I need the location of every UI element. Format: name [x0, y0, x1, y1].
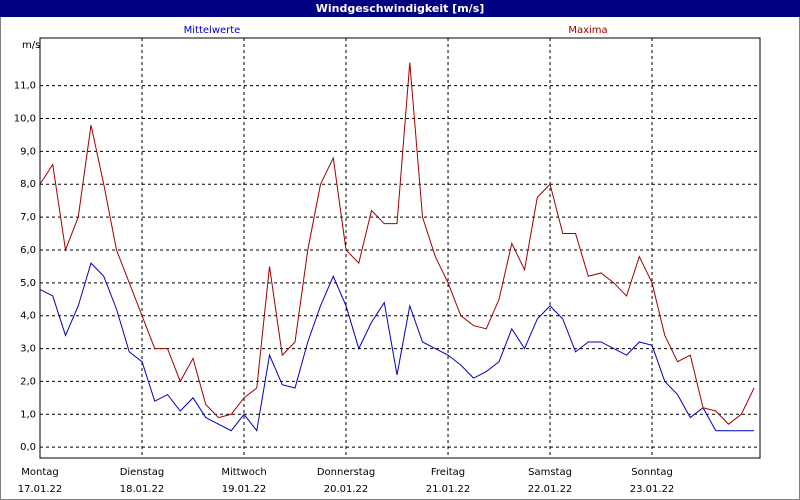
series-line [39, 62, 755, 425]
x-tick-date: 20.01.22 [324, 484, 369, 495]
x-tick-label: Dienstag [120, 467, 165, 478]
x-tick-date: 17.01.22 [18, 484, 63, 495]
x-tick-date: 23.01.22 [630, 484, 675, 495]
x-tick-label: Sonntag [631, 467, 673, 478]
y-tick-label: 4,0 [20, 311, 36, 322]
x-tick-label: Mittwoch [221, 467, 266, 478]
y-tick-label: 1,0 [20, 409, 36, 420]
x-tick-date: 22.01.22 [528, 484, 573, 495]
y-tick-label: 3,0 [20, 344, 36, 355]
y-tick-label: 6,0 [20, 245, 36, 256]
title-bar [0, 0, 800, 17]
series-line [39, 262, 755, 432]
x-tick-label: Donnerstag [317, 467, 375, 478]
y-tick-label: 8,0 [20, 179, 36, 190]
y-unit: m/s [22, 40, 40, 51]
y-tick-label: 10,0 [14, 114, 36, 125]
y-tick-label: 0,0 [20, 442, 36, 453]
x-tick-label: Montag [21, 467, 58, 478]
x-tick-date: 21.01.22 [426, 484, 471, 495]
chart-title: Windgeschwindigkeit [m/s] [316, 2, 485, 15]
y-tick-label: 7,0 [20, 212, 36, 223]
y-tick-label: 2,0 [20, 376, 36, 387]
plot-frame [39, 37, 761, 459]
legend-label: Maxima [568, 25, 607, 36]
x-tick-date: 18.01.22 [120, 484, 165, 495]
y-tick-label: 11,0 [14, 81, 36, 92]
x-tick-label: Freitag [431, 467, 465, 478]
legend-label: Mittelwerte [184, 25, 241, 36]
x-tick-date: 19.01.22 [222, 484, 267, 495]
y-tick-label: 9,0 [20, 146, 36, 157]
y-tick-label: 5,0 [20, 278, 36, 289]
x-tick-label: Samstag [528, 467, 572, 478]
